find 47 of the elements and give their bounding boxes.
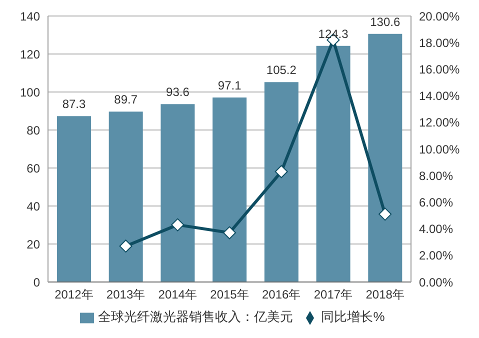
x-tick-label: 2018年 (366, 288, 404, 302)
y-tick-label: 20 (26, 237, 40, 252)
point (378, 208, 392, 221)
y2-tick-label: 6.00% (419, 195, 454, 210)
bar (212, 98, 247, 282)
data-label: 105.2 (266, 63, 297, 78)
y-tick-label: 120 (20, 47, 40, 62)
point (223, 226, 236, 240)
y2-tick-label: 16.00% (419, 62, 460, 76)
point (274, 165, 288, 178)
y-tick-label: 140 (20, 9, 40, 24)
data-label: 124.3 (318, 26, 349, 41)
data-label: 89.7 (114, 92, 138, 107)
legend-label: 全球光纤激光器销售收入：亿美元 (98, 309, 294, 324)
legend-label: 同比增长% (321, 309, 385, 324)
x-tick-label: 2013年 (106, 288, 146, 302)
x-tick-label: 2012年 (54, 288, 94, 302)
data-label: 97.1 (218, 78, 242, 93)
point (119, 240, 132, 253)
y-tick-label: 60 (26, 161, 40, 176)
y2-tick-label: 0.00% (419, 275, 454, 290)
y2-tick-label: 14.00% (419, 89, 460, 104)
y2-tick-label: 12.00% (419, 116, 460, 130)
bar (264, 82, 298, 282)
data-label: 93.6 (166, 85, 190, 100)
y-tick-label: 40 (26, 199, 40, 214)
y2-tick-label: 10.00% (419, 142, 460, 156)
bar (160, 104, 195, 282)
bar (368, 34, 402, 282)
y-tick-label: 100 (20, 85, 40, 100)
data-label: 87.3 (62, 97, 86, 112)
y2-tick-label: 4.00% (419, 222, 454, 236)
data-label: 130.6 (370, 14, 400, 29)
y-tick-label: 0 (33, 275, 40, 290)
y2-tick-label: 2.00% (419, 248, 454, 263)
bar (108, 112, 143, 282)
x-tick-label: 2016年 (262, 288, 301, 302)
y-tick-label: 80 (26, 123, 40, 138)
point (171, 218, 184, 232)
bar (57, 116, 91, 282)
y2-tick-label: 20.00% (419, 9, 460, 24)
x-tick-label: 2015年 (210, 288, 249, 302)
x-tick-label: 2017年 (314, 288, 353, 302)
x-tick-label: 2014年 (158, 288, 197, 302)
y2-tick-label: 18.00% (419, 36, 460, 50)
bar (316, 46, 350, 282)
y2-tick-label: 8.00% (419, 168, 454, 183)
